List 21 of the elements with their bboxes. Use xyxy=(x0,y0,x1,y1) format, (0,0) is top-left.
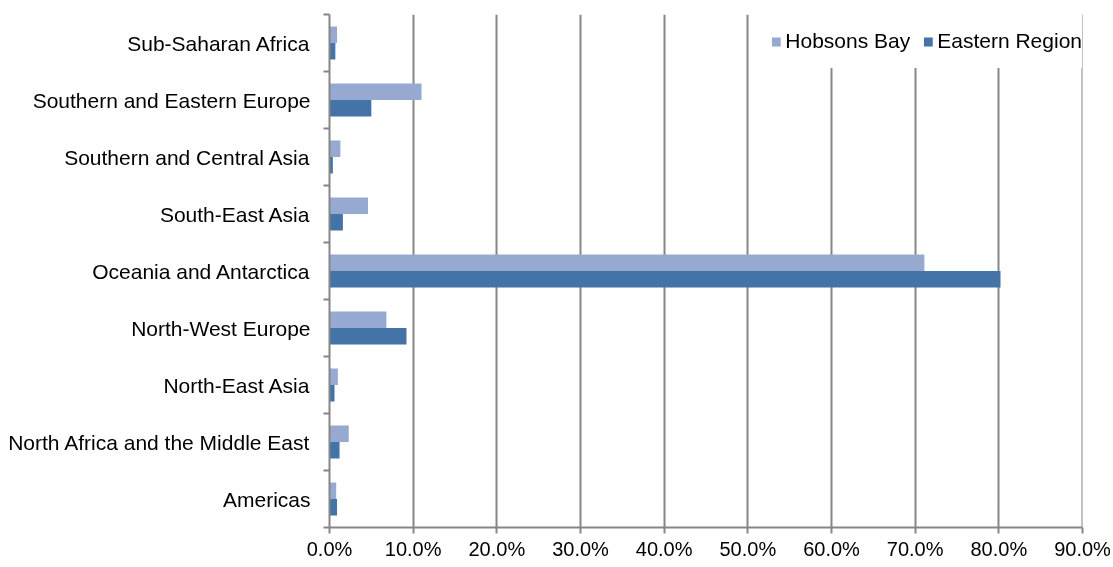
x-tick-label: 40.0% xyxy=(635,537,693,560)
legend-label: Hobsons Bay xyxy=(785,28,911,54)
y-tick-label: Southern and Central Asia xyxy=(64,145,310,169)
x-tick-label: 90.0% xyxy=(1054,537,1112,560)
x-tick-label: 50.0% xyxy=(719,537,777,560)
x-tick-label: 60.0% xyxy=(803,537,861,560)
y-tick-label: Southern and Eastern Europe xyxy=(32,88,311,112)
x-tick-label: 30.0% xyxy=(552,537,610,560)
y-tick-label: North-West Europe xyxy=(131,316,311,340)
legend-label: Eastern Region xyxy=(937,28,1082,54)
x-tick-label: 20.0% xyxy=(468,537,526,560)
y-tick-label: Sub-Saharan Africa xyxy=(127,31,310,55)
y-tick-label: Oceania and Antarctica xyxy=(92,259,310,283)
y-tick-label: North Africa and the Middle East xyxy=(8,430,310,454)
x-tick-label: 10.0% xyxy=(384,537,442,560)
y-tick-label: North-East Asia xyxy=(163,373,310,397)
x-tick-label: 0.0% xyxy=(306,537,353,560)
y-tick-label: South-East Asia xyxy=(159,202,310,226)
y-tick-label: Americas xyxy=(222,487,311,511)
x-tick-label: 80.0% xyxy=(970,537,1028,560)
x-tick-label: 70.0% xyxy=(886,537,944,560)
